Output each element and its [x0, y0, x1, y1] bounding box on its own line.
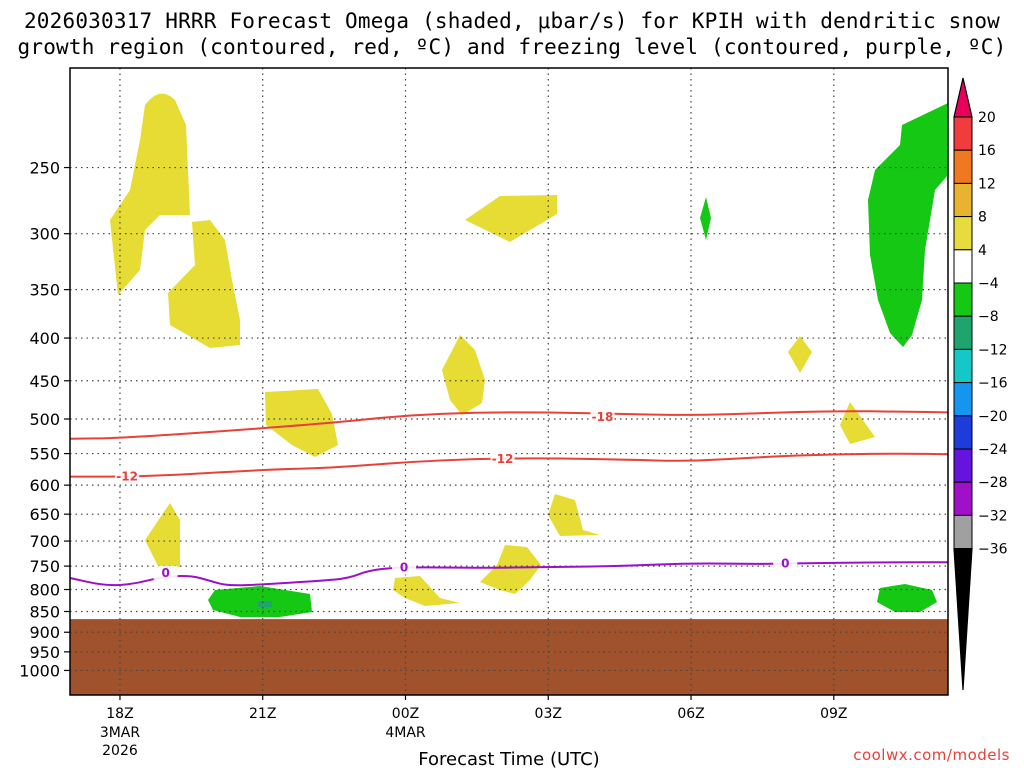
contour-label: -18 [592, 410, 614, 424]
omega-region-upward [480, 545, 541, 594]
omega-region-upward [393, 576, 460, 606]
x-tick-label: 03Z [535, 706, 562, 722]
colorbar-segment [953, 315, 973, 350]
y-tick-label: 400 [29, 329, 60, 348]
contour-label: -12 [116, 470, 138, 484]
contour-label-bg [392, 560, 417, 575]
y-tick-label: 900 [29, 623, 60, 642]
contour-label: 0 [161, 566, 169, 580]
ground-terrain [70, 619, 948, 695]
x-tick-label: 18Z [106, 706, 133, 722]
colorbar: 20 16 12 8 4 −4 −8 −12 −16 −20 −24 −28 −32 −36 [953, 77, 1008, 691]
y-tick-label: 800 [29, 581, 60, 600]
colorbar-label: −8 [978, 309, 999, 325]
y-tick-label: 850 [29, 602, 60, 621]
y-tick-label: 350 [29, 281, 60, 300]
colorbar-segment [953, 182, 973, 218]
y-tick-label: 950 [29, 643, 60, 662]
x-tick-sublabel: 4MAR [385, 725, 426, 741]
y-tick-label: 300 [29, 225, 60, 244]
y-tick-label: 650 [29, 505, 60, 524]
colorbar-label: 12 [978, 176, 996, 192]
colorbar-segment [953, 382, 973, 417]
colorbar-segment [953, 348, 973, 384]
y-tick-label: 1000 [19, 661, 60, 680]
y-tick-label: 250 [29, 159, 60, 178]
credit-link[interactable]: coolwx.com/models [853, 746, 1010, 764]
title-line-2: growth region (contoured, red, ºC) and f… [17, 35, 1007, 59]
x-tick-label: 21Z [249, 706, 276, 722]
colorbar-label: −32 [978, 508, 1008, 524]
contour-lines: -18 -12 -12 0 0 0 [69, 409, 949, 587]
omega-region-upward [145, 503, 180, 570]
colorbar-segment [953, 149, 973, 184]
x-tick-sublabel: 2026 [102, 743, 138, 759]
omega-region-upward [465, 195, 557, 242]
y-tick-label: 450 [29, 372, 60, 391]
colorbar-segment [953, 514, 973, 550]
contour-label: 0 [781, 557, 789, 571]
omega-region-downward [258, 601, 272, 607]
omega-shading [110, 93, 948, 617]
chart-title: 2026030317 HRRR Forecast Omega (shaded, … [0, 8, 1024, 60]
contour-line [69, 410, 949, 440]
y-tick-label: 550 [29, 445, 60, 464]
colorbar-segment [953, 216, 973, 251]
x-tick-label: 00Z [392, 706, 419, 722]
omega-region-downward [868, 103, 948, 347]
contour-label-bg [115, 469, 140, 484]
colorbar-label: −28 [978, 475, 1008, 491]
omega-region-downward [700, 197, 711, 240]
colorbar-label: 16 [978, 143, 996, 159]
colorbar-label: −36 [978, 542, 1008, 558]
grid-lines [70, 68, 948, 695]
plot-frame [69, 67, 949, 696]
x-tick-label: 06Z [677, 706, 704, 722]
omega-region-upward [788, 336, 812, 373]
colorbar-label: 20 [978, 110, 996, 126]
omega-region-upward [265, 389, 338, 457]
colorbar-label: 4 [978, 243, 987, 259]
contour-label-bg [590, 409, 615, 424]
colorbar-segment [953, 415, 973, 450]
colorbar-arrow-top [953, 77, 973, 118]
y-tick-label: 500 [29, 410, 60, 429]
x-tick-label: 09Z [820, 706, 847, 722]
omega-region-upward [110, 93, 190, 295]
y-tick-label: 600 [29, 476, 60, 495]
x-axis: 18Z 3MAR 2026 21Z 00Z 4MAR 03Z 06Z 09Z [100, 695, 847, 759]
contour-label-bg [773, 556, 798, 571]
y-axis: 250 300 350 400 450 500 550 600 650 700 750 800 850 9… [19, 159, 70, 680]
contour-label-bg [153, 565, 178, 580]
colorbar-segment [953, 481, 973, 516]
colorbar-label: −20 [978, 409, 1008, 425]
x-tick-sublabel: 3MAR [100, 725, 141, 741]
contour-label-bg [490, 451, 515, 466]
omega-region-upward [168, 220, 240, 348]
x-axis-label: Forecast Time (UTC) [418, 749, 599, 768]
y-tick-label: 750 [29, 557, 60, 576]
title-line-1: 2026030317 HRRR Forecast Omega (shaded, … [23, 9, 1001, 33]
contour-label: 0 [400, 561, 408, 575]
omega-region-downward [877, 584, 937, 612]
colorbar-label: −16 [978, 376, 1008, 392]
colorbar-segment [953, 448, 973, 483]
colorbar-segment [953, 249, 973, 284]
colorbar-label: −12 [978, 342, 1008, 358]
colorbar-label: −24 [978, 442, 1008, 458]
colorbar-arrow-bottom [953, 547, 973, 691]
colorbar-segment [953, 116, 973, 151]
contour-label: -12 [492, 452, 514, 466]
omega-region-upward [548, 494, 600, 536]
y-tick-label: 700 [29, 532, 60, 551]
omega-region-upward [442, 335, 485, 415]
omega-region-upward [840, 402, 875, 444]
colorbar-segment [953, 282, 973, 317]
colorbar-label: 8 [978, 210, 987, 226]
colorbar-label: −4 [978, 276, 999, 292]
